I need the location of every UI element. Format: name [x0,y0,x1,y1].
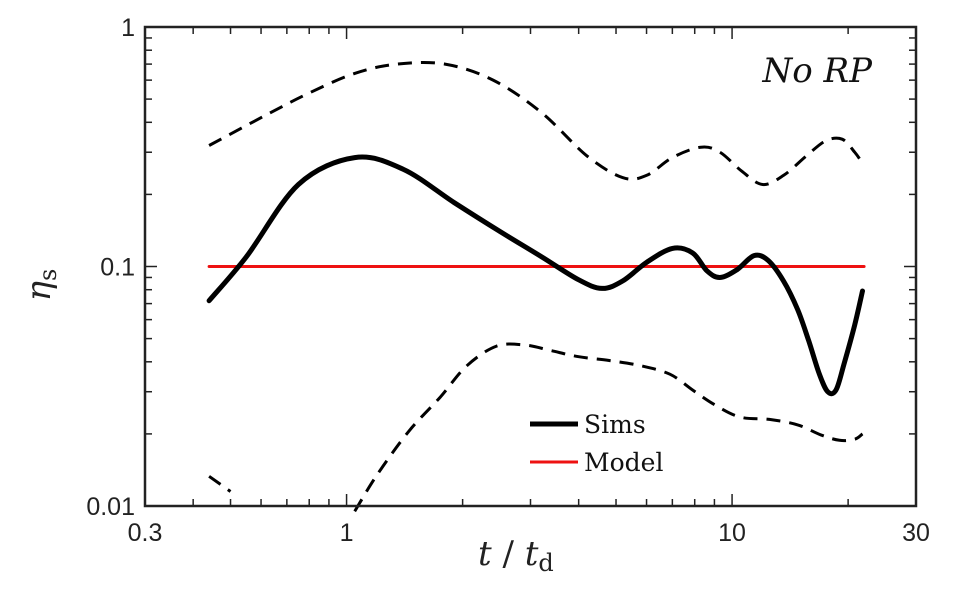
x-axis-label-var: t [478,534,492,574]
series-group [206,60,866,513]
legend: Sims Model [530,410,663,477]
y-tick-label-0p1: 0.1 [100,254,135,282]
y-axis-label: ηs [19,269,62,302]
series-lower-bound-left-segment-line [208,475,232,493]
series-sims-line [206,154,865,397]
x-axis-label-sep: / [492,534,525,574]
x-axis-label: t / td [478,534,554,577]
legend-label-sims: Sims [584,410,646,439]
x-axis-label-denom: t [525,534,539,574]
series-lower-bound-line [353,342,864,513]
y-axis-label-sub: s [34,269,62,281]
y-tick-label-1: 1 [121,14,135,42]
x-tick-label-10: 10 [718,519,746,547]
x-tick-label-0p3: 0.3 [128,519,163,547]
plot-frame [143,25,918,508]
x-tick-label-30: 30 [902,519,930,547]
y-tick-label-0p01: 0.01 [86,493,135,521]
tick-labels: 0.3 1 10 30 0.01 0.1 1 [86,14,930,547]
series-upper-bound-line [208,60,864,187]
legend-label-model: Model [584,448,663,477]
y-axis-label-var: η [19,280,59,301]
x-axis-label-sub: d [538,549,553,577]
annotation-no-rp: No RP [761,51,873,91]
x-tick-label-1: 1 [340,519,354,547]
